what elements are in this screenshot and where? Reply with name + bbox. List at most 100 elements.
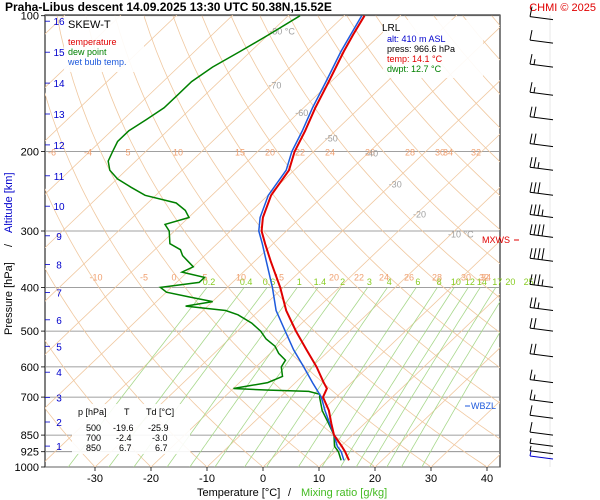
- pressure-tick-label: 200: [21, 147, 39, 159]
- altitude-tick-label: 5: [56, 342, 62, 353]
- y-axis-title-sep: /: [3, 243, 15, 247]
- mixing-ratio-line: [298, 287, 417, 467]
- adiabat-label: 32: [471, 148, 481, 158]
- dry-adiabat-line: [317, 15, 500, 231]
- pressure-tick-label: 500: [21, 326, 39, 338]
- wind-barb: [529, 224, 554, 238]
- x-axis-title-temp: Temperature [°C]: [197, 487, 280, 499]
- altitude-tick-label: 8: [56, 261, 62, 272]
- surface-altitude: alt: 410 m ASL: [387, 34, 446, 44]
- mixing-ratio-label: 1: [297, 277, 302, 287]
- dry-adiabat-line: [579, 16, 600, 467]
- wind-barb: [529, 182, 554, 196]
- wind-barb: [529, 343, 554, 358]
- isotherm-line: [45, 15, 458, 409]
- wind-barb: [529, 82, 554, 96]
- legend-heading: SKEW-T: [68, 19, 111, 31]
- dry-adiabat-line: [45, 407, 96, 467]
- pressure-tick-label: 1000: [15, 462, 39, 474]
- isotherm-label: -80 °C: [269, 26, 295, 36]
- dewpoint-line: [107, 15, 342, 461]
- dry-adiabat-line: [45, 92, 320, 467]
- legend-item-temperature: temperature: [68, 37, 117, 47]
- mixing-ratio-label: 6: [415, 277, 420, 287]
- table-header-td: Td [°C]: [146, 407, 174, 417]
- table-cell: 6.7: [119, 443, 132, 453]
- mixing-ratio-line: [386, 287, 497, 467]
- isotherm-line: [206, 186, 500, 467]
- adiabat-label: 15: [274, 272, 284, 282]
- dry-adiabat-line: [45, 188, 264, 467]
- temp-tick-label: 30: [425, 473, 437, 485]
- adiabat-label: 26: [404, 272, 414, 282]
- adiabat-label: 28: [405, 148, 415, 158]
- surface-info-heading: LRL: [382, 23, 401, 34]
- table-cell: -25.9: [148, 423, 169, 433]
- isotherm-line: [318, 293, 500, 467]
- altitude-tick-label: 13: [53, 110, 65, 121]
- altitude-tick-label: 6: [56, 316, 62, 327]
- pressure-tick-label: 600: [21, 362, 39, 374]
- mixing-ratio-label: 0.2: [203, 277, 216, 287]
- mixing-ratio-line: [244, 287, 369, 467]
- mixing-ratio-label: 0.6: [263, 277, 276, 287]
- wind-barb: [529, 297, 554, 311]
- temp-tick-label: -10: [199, 473, 215, 485]
- isotherm-line: [45, 26, 500, 462]
- wind-barb: [529, 157, 554, 171]
- wet-bulb-line: [258, 15, 363, 461]
- temp-tick-label: 0: [260, 473, 266, 485]
- adiabat-label: 28: [432, 272, 442, 282]
- adiabat-label: -10: [89, 272, 102, 282]
- mixing-ratio-label: 14: [477, 277, 487, 287]
- wind-barb: [529, 204, 554, 218]
- dry-adiabat-line: [259, 15, 500, 299]
- table-cell: 6.7: [155, 443, 168, 453]
- isotherm-label: -20: [413, 210, 426, 220]
- mixing-ratio-line: [266, 287, 388, 467]
- adiabat-label: 10: [173, 148, 183, 158]
- temp-tick-label: -30: [87, 473, 103, 485]
- background-lines: [45, 15, 600, 467]
- temperature-line: [260, 15, 366, 461]
- chart-title: Praha-Libus descent 14.09.2025 13:30 UTC…: [5, 0, 332, 14]
- adiabat-label: 5: [125, 148, 130, 158]
- altitude-tick-label: 9: [56, 232, 62, 243]
- legend: SKEW-T temperature dew point wet bulb te…: [64, 16, 144, 72]
- y-axis-title-alt: Altitude [km]: [3, 172, 15, 233]
- altitude-tick-label: 14: [53, 79, 65, 90]
- adiabat-label: 10: [236, 272, 246, 282]
- mixing-ratio-line: [421, 331, 500, 467]
- isotherm-line: [94, 80, 500, 467]
- mixing-ratio-label: 8: [437, 277, 442, 287]
- adiabat-label: 20: [329, 272, 339, 282]
- mixing-ratio-label: 20: [505, 277, 515, 287]
- dry-adiabat-line: [550, 16, 600, 467]
- mixing-ratio-label: 10: [451, 277, 461, 287]
- pressure-tick-label: 100: [21, 11, 39, 23]
- isotherm-label: -10 °C: [448, 229, 474, 239]
- isotherm-label: -30: [389, 179, 402, 189]
- temp-tick-label: 20: [369, 473, 381, 485]
- isotherm-line: [45, 15, 234, 195]
- mixing-ratio-line: [214, 287, 342, 467]
- mixing-ratio-label: 25: [524, 277, 534, 287]
- mixing-ratio-line: [340, 287, 455, 467]
- isotherm-label: -50: [325, 134, 338, 144]
- wind-barb: [529, 106, 554, 121]
- adiabat-label: 34: [443, 148, 453, 158]
- legend-item-wet-bulb: wet bulb temp.: [67, 57, 127, 67]
- mixing-ratio-line: [401, 300, 500, 467]
- isotherm-line: [543, 15, 600, 467]
- dry-adiabat-line: [143, 15, 500, 440]
- dry-adiabat-line: [201, 15, 500, 369]
- dry-adiabat-line: [85, 15, 432, 467]
- wind-barbs: [529, 6, 554, 467]
- y-axis-title-p: Pressure [hPa]: [3, 262, 15, 335]
- isotherm-line: [262, 240, 500, 467]
- wind-barb: [529, 30, 554, 44]
- adiabat-label: -4: [84, 148, 92, 158]
- surface-dewpoint: dwpt: 12.7 °C: [387, 64, 442, 74]
- wind-barb: [529, 6, 554, 21]
